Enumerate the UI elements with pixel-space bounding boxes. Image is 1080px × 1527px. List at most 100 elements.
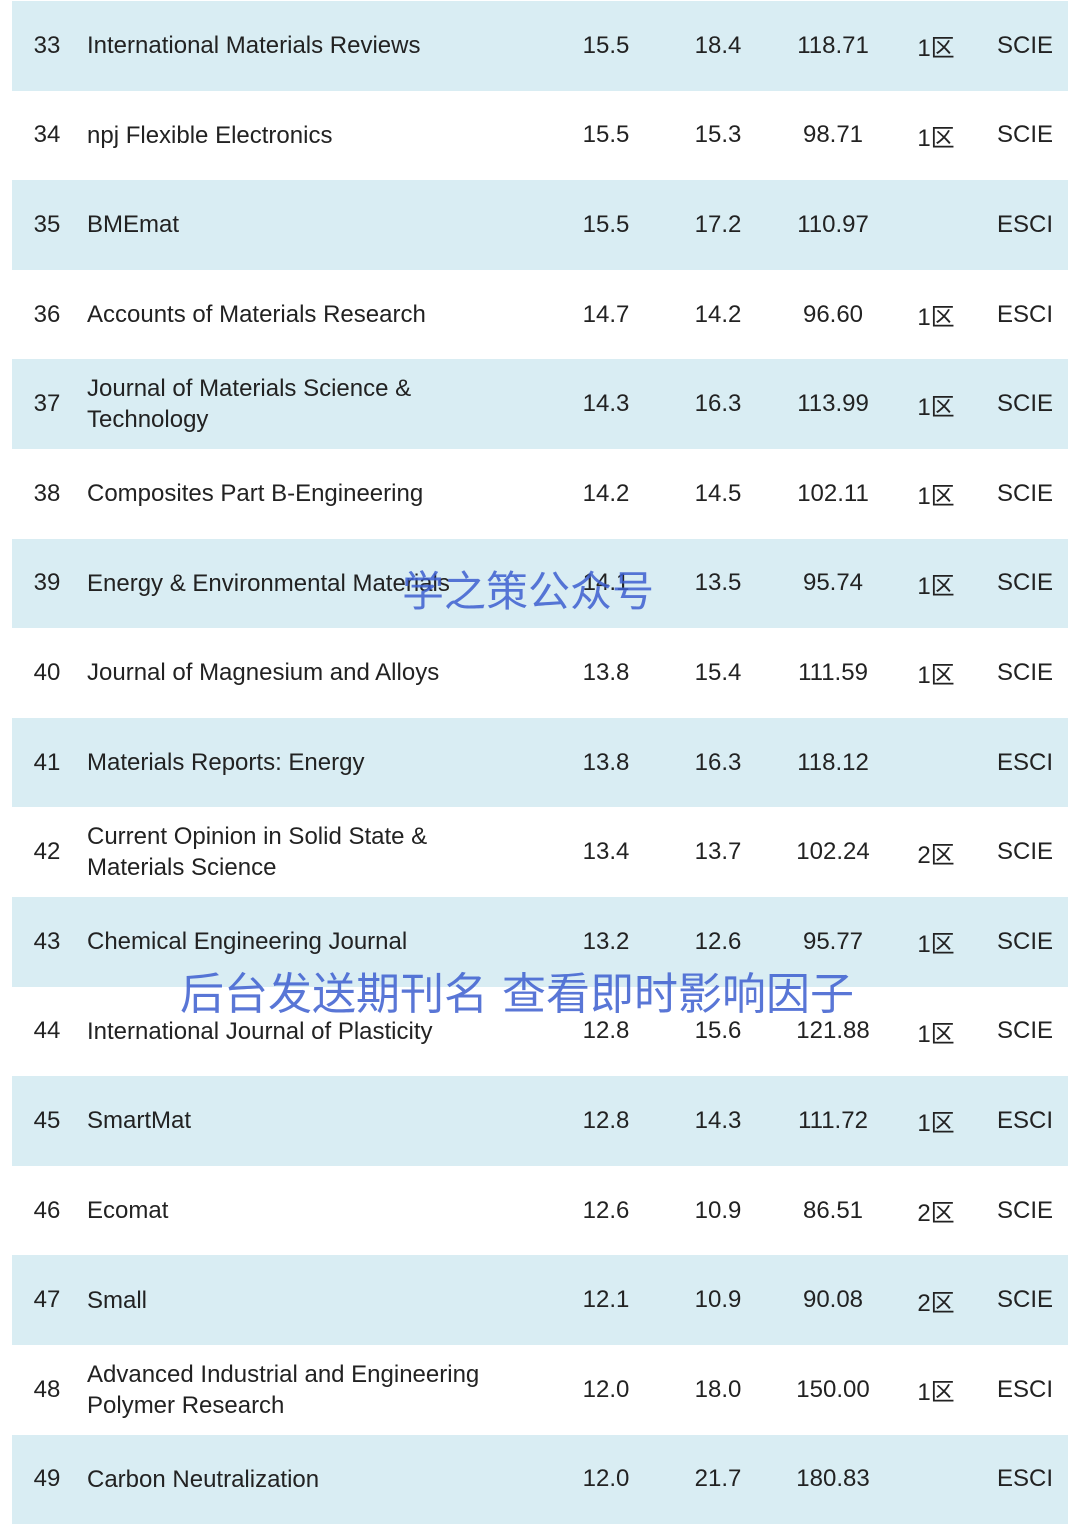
score: 15.4 [694, 658, 742, 686]
table-row: 34 npj Flexible Electronics 15.5 15.3 98.71 1… [12, 91, 1068, 181]
zone: 1区 [917, 662, 955, 690]
score: 18.4 [694, 31, 742, 59]
rank: 36 [33, 300, 61, 328]
percentile: 118.71 [797, 31, 869, 59]
rank: 37 [33, 390, 61, 418]
rank: 45 [33, 1106, 61, 1134]
index: ESCI [996, 300, 1053, 328]
index: SCIE [996, 31, 1053, 59]
journal-name: International Journal of Plasticity [87, 1017, 433, 1045]
score: 13.7 [694, 838, 742, 866]
zone: 1区 [917, 124, 955, 152]
rank: 48 [33, 1375, 61, 1403]
zone: 1区 [917, 572, 955, 600]
impact-factor: 12.8 [582, 1106, 630, 1134]
index: SCIE [996, 1286, 1053, 1314]
percentile: 102.11 [797, 479, 869, 507]
impact-factor: 12.0 [582, 1465, 630, 1493]
index: ESCI [996, 1375, 1053, 1403]
table-row: 35 BMEmat 15.5 17.2 110.97 ESCI [12, 180, 1068, 270]
journal-name: Ecomat [87, 1197, 169, 1225]
journal-name: Chemical Engineering Journal [87, 928, 408, 956]
zone: 1区 [917, 483, 955, 511]
percentile: 113.99 [797, 390, 869, 418]
percentile: 111.72 [798, 1106, 868, 1134]
impact-factor: 13.8 [582, 748, 630, 776]
table-row: 41 Materials Reports: Energy 13.8 16.3 118.1… [12, 717, 1068, 808]
rank: 33 [33, 31, 61, 59]
table-row: 49 Carbon Neutralization 12.0 21.7 180.83 ESC… [12, 1434, 1068, 1525]
index: SCIE [996, 121, 1053, 149]
table-row: 38 Composites Part B-Engineering 14.2 14.5 1… [12, 449, 1068, 539]
impact-factor: 14.7 [582, 300, 630, 328]
score: 13.5 [694, 569, 742, 597]
percentile: 98.71 [802, 121, 864, 149]
table-row: 47 Small 12.1 10.9 90.08 2区 SCIE [12, 1255, 1068, 1345]
percentile: 95.77 [802, 927, 864, 955]
rank: 41 [33, 748, 61, 776]
percentile: 96.60 [802, 300, 864, 328]
percentile: 111.59 [798, 658, 868, 686]
journal-name: Energy & Environmental Materials [87, 569, 450, 597]
rank: 38 [33, 479, 61, 507]
journal-name: SmartMat [87, 1107, 192, 1135]
watermark: 后台发送期刊名 查看即时影响因子 [180, 969, 854, 1020]
table-row: 46 Ecomat 12.6 10.9 86.51 2区 SCIE [12, 1166, 1068, 1256]
score: 15.3 [694, 121, 742, 149]
percentile: 150.00 [796, 1375, 870, 1403]
zone: 1区 [917, 1110, 955, 1138]
index: SCIE [996, 658, 1053, 686]
journal-name: International Materials Reviews [87, 32, 421, 60]
score: 21.7 [694, 1465, 742, 1493]
impact-factor: 12.1 [582, 1286, 630, 1314]
rank: 39 [33, 569, 61, 597]
impact-factor: 15.5 [582, 31, 630, 59]
impact-factor: 15.5 [582, 121, 630, 149]
table-row: 37 Journal of Materials Science & Technol… [12, 359, 1068, 449]
index: SCIE [996, 479, 1053, 507]
score: 15.6 [694, 1017, 742, 1045]
rank: 42 [33, 838, 61, 866]
rank: 35 [33, 210, 61, 238]
score: 12.6 [694, 927, 742, 955]
index: SCIE [996, 838, 1053, 866]
index: ESCI [996, 210, 1053, 238]
rank: 43 [33, 927, 61, 955]
percentile: 110.97 [797, 210, 869, 238]
index: SCIE [996, 569, 1053, 597]
journal-name: Carbon Neutralization [87, 1465, 320, 1493]
zone: 1区 [917, 393, 955, 421]
zone: 2区 [917, 841, 955, 869]
rank: 49 [33, 1465, 61, 1493]
rank: 40 [33, 658, 61, 686]
impact-factor: 13.2 [582, 927, 630, 955]
zone: 1区 [917, 35, 955, 63]
journal-name: Journal of Magnesium and Alloys [87, 659, 440, 687]
journal-table: 33 International Materials Reviews 15.5 18.… [12, 1, 1068, 1525]
index: SCIE [996, 1017, 1053, 1045]
impact-factor: 15.5 [582, 210, 630, 238]
journal-name: Composites Part B-Engineering [87, 480, 424, 508]
percentile: 90.08 [802, 1286, 864, 1314]
table-row: 45 SmartMat 12.8 14.3 111.72 1区 ESCI [12, 1076, 1068, 1166]
impact-factor: 14.3 [582, 390, 630, 418]
rank: 46 [33, 1196, 61, 1224]
index: ESCI [996, 748, 1053, 776]
journal-name: Materials Reports: Energy [87, 749, 365, 777]
rank: 34 [33, 121, 61, 149]
score: 17.2 [694, 210, 742, 238]
score: 18.0 [694, 1375, 742, 1403]
score: 14.3 [694, 1106, 742, 1134]
impact-factor: 14.2 [582, 479, 630, 507]
journal-name: Advanced Industrial and Engineering Poly… [87, 1360, 480, 1419]
index: ESCI [996, 1106, 1053, 1134]
percentile: 102.24 [796, 838, 870, 866]
table-row: 40 Journal of Magnesium and Alloys 13.8 15.… [12, 628, 1068, 718]
zone: 1区 [917, 931, 955, 959]
impact-factor: 13.4 [582, 838, 630, 866]
table-row: 42 Current Opinion in Solid State & Mater… [12, 807, 1068, 897]
percentile: 180.83 [796, 1465, 870, 1493]
percentile: 86.51 [802, 1196, 864, 1224]
score: 16.3 [694, 748, 742, 776]
